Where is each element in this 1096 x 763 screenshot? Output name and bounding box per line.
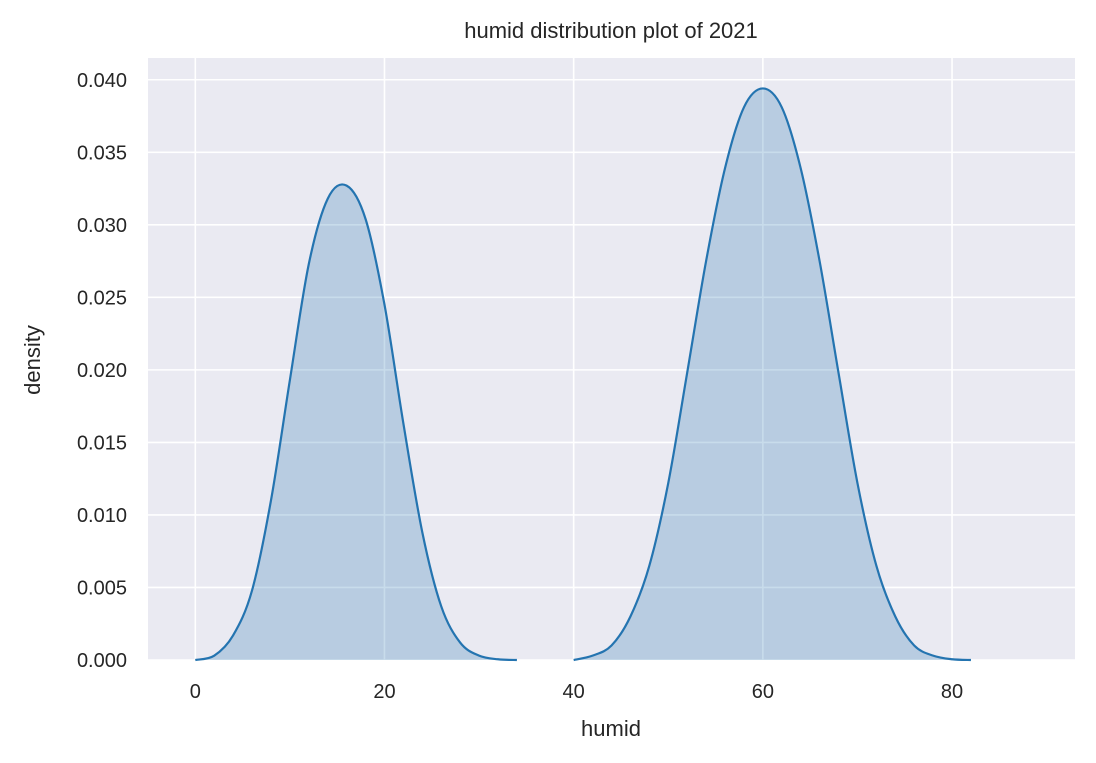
y-tick-label: 0.035 <box>77 142 127 164</box>
chart-title: humid distribution plot of 2021 <box>464 18 758 43</box>
y-tick-label: 0.020 <box>77 360 127 382</box>
y-axis-label: density <box>20 325 45 395</box>
x-tick-label: 40 <box>563 681 585 703</box>
y-tick-label: 0.005 <box>77 577 127 599</box>
x-tick-label: 80 <box>941 681 963 703</box>
x-tick-labels: 0 20 40 60 80 <box>190 681 963 703</box>
x-tick-label: 0 <box>190 681 201 703</box>
x-tick-label: 20 <box>373 681 395 703</box>
y-tick-label: 0.030 <box>77 215 127 237</box>
y-tick-label: 0.000 <box>77 650 127 672</box>
series-layer <box>195 87 971 662</box>
grid-lines <box>148 58 1075 661</box>
y-tick-label: 0.010 <box>77 505 127 527</box>
density-line-1 <box>195 183 517 662</box>
x-tick-label: 60 <box>752 681 774 703</box>
x-axis-label: humid <box>581 716 641 741</box>
density-area-2 <box>573 88 971 660</box>
y-tick-label: 0.040 <box>77 70 127 92</box>
y-tick-label: 0.025 <box>77 287 127 309</box>
y-tick-labels: 0.000 0.005 0.010 0.015 0.020 0.025 0.030 0.035… <box>77 70 127 672</box>
density-line-2 <box>573 87 971 662</box>
plot-background <box>148 58 1075 660</box>
y-tick-label: 0.015 <box>77 432 127 454</box>
density-area-1 <box>195 184 517 660</box>
